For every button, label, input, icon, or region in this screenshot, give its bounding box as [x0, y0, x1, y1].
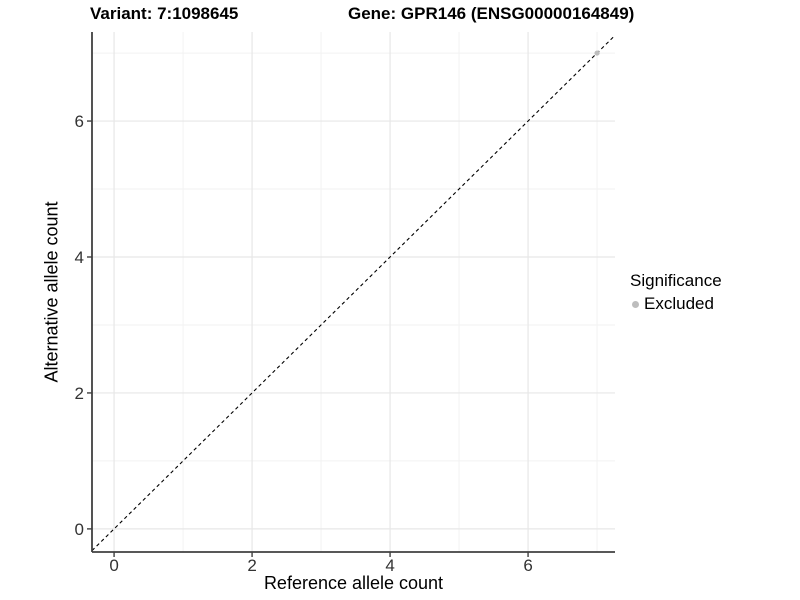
x-tick-label: 6 [523, 556, 532, 575]
y-tick-label: 0 [75, 520, 84, 539]
legend-item-label: Excluded [644, 294, 714, 313]
x-axis-title: Reference allele count [263, 573, 444, 593]
legend: Significance Excluded [628, 271, 722, 314]
y-tick-label: 6 [75, 112, 84, 131]
x-tick-label: 4 [385, 556, 394, 575]
y-tick-label: 2 [75, 384, 84, 403]
variant-title: Variant: 7:1098645 [90, 4, 239, 23]
y-axis-title: Alternative allele count [41, 201, 62, 383]
excluded-point-swatch-icon [632, 300, 639, 308]
x-tick-label: 2 [247, 556, 256, 575]
gene-title: Gene: GPR146 (ENSG00000164849) [348, 4, 635, 23]
x-tick-label: 0 [109, 556, 118, 575]
legend-item-excluded: Excluded [628, 294, 722, 314]
legend-title: Significance [630, 271, 722, 290]
y-tick-label: 4 [75, 248, 84, 267]
data-point-excluded [594, 50, 600, 56]
identity-reference-line [91, 35, 616, 552]
